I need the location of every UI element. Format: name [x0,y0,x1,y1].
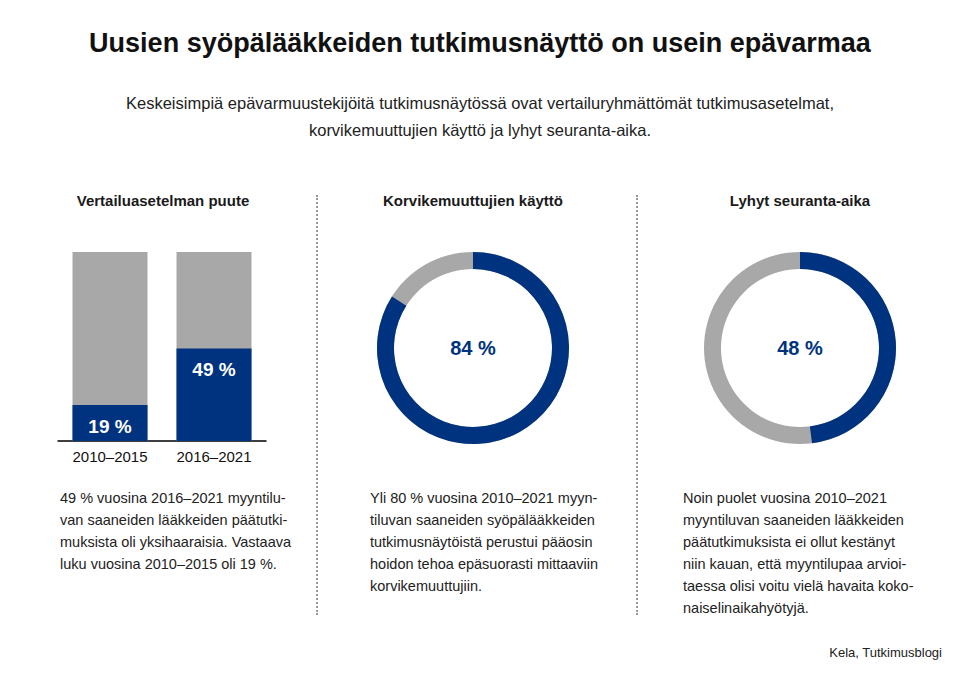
html-text:naiselinaikahyötyjä.: naiselinaikahyötyjä. [683,600,809,616]
html-text:korvikemuuttujien käyttö ja ly: korvikemuuttujien käyttö ja lyhyt seuran… [309,121,651,139]
html-text:Uusien syöpälääkkeiden tutkimu: Uusien syöpälääkkeiden tutkimusnäyttö on… [89,28,871,58]
html-text:49 % vuosina 2016–2021 myyntil: 49 % vuosina 2016–2021 myyntilu- [60,490,286,506]
html-text:myyntiluvan saaneiden lääkkeid: myyntiluvan saaneiden lääkkeiden [683,512,904,528]
svg-text:49 %: 49 % [192,359,235,380]
html-text:tiluvan saaneiden syöpälääkkei: tiluvan saaneiden syöpälääkkeiden [370,512,595,528]
svg-text:48 %: 48 % [777,337,823,359]
html-text:Vertailuasetelman puute: Vertailuasetelman puute [76,192,250,209]
html-text:päätutkimuksista ei ollut kest: päätutkimuksista ei ollut kestänyt [683,534,895,550]
html-text:Kela, Tutkimusblogi: Kela, Tutkimusblogi [829,645,942,660]
svg-text:2016–2021: 2016–2021 [176,448,251,465]
svg-text:84 %: 84 % [450,337,496,359]
html-text:korvikemuuttujiin.: korvikemuuttujiin. [370,578,482,594]
svg-text:2010–2015: 2010–2015 [72,448,147,465]
html-text:tutkimusnäytöistä perustui pää: tutkimusnäytöistä perustui pääosin [370,534,593,550]
html-text:Lyhyt seuranta-aika: Lyhyt seuranta-aika [729,192,871,209]
html-text:taessa olisi voitu vielä havai: taessa olisi voitu vielä havaita koko- [683,578,914,594]
html-text:luku vuosina 2010–2015 oli 19: luku vuosina 2010–2015 oli 19 %. [60,556,277,572]
svg-text:19 %: 19 % [88,416,131,437]
html-text:Korvikemuuttujien käyttö: Korvikemuuttujien käyttö [383,192,563,209]
html-text:hoidon tehoa epäsuorasti mitta: hoidon tehoa epäsuorasti mittaaviin [370,556,599,572]
html-text:Yli 80 % vuosina 2010–2021 myy: Yli 80 % vuosina 2010–2021 myyn- [370,490,598,506]
html-text:muksista oli yksihaaraisia. Va: muksista oli yksihaaraisia. Vastaava [60,534,291,550]
html-text:van saaneiden lääkkeiden päätu: van saaneiden lääkkeiden päätutki- [60,512,288,528]
html-text:niin kauan, että myyntilupaa a: niin kauan, että myyntilupaa arvioi- [683,556,907,572]
html-text:Keskeisimpiä epävarmuustekijöi: Keskeisimpiä epävarmuustekijöitä tutkimu… [126,94,834,112]
html-text:Noin puolet vuosina 2010–2021: Noin puolet vuosina 2010–2021 [683,490,887,506]
